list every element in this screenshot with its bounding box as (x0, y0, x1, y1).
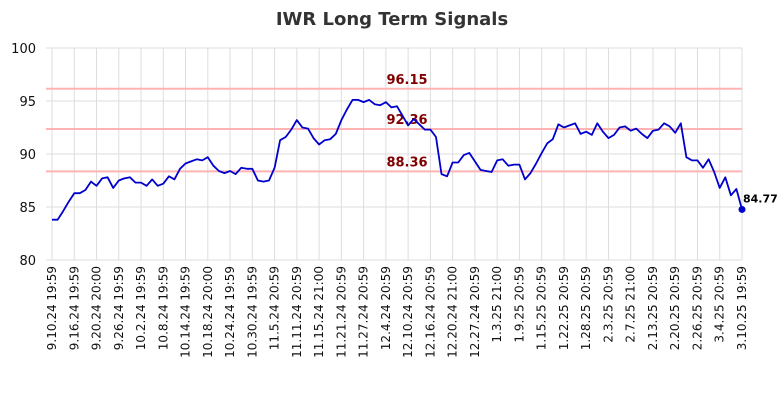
x-tick-label: 1.3.25 21:00 (490, 266, 504, 343)
x-tick-label: 10.30.24 19:59 (245, 266, 259, 358)
x-tick-label: 12.10.24 20:59 (401, 266, 415, 358)
x-tick-label: 2.13.25 20:59 (646, 266, 660, 350)
x-tick-label: 11.11.24 20:59 (290, 266, 304, 358)
signal-level-label: 96.15 (386, 73, 427, 88)
y-axis-ticks: 80 85 90 95 100 (11, 42, 36, 269)
y-tick-label: 90 (19, 148, 36, 163)
signal-level-label: 88.36 (386, 155, 427, 170)
x-tick-label: 1.15.25 20:59 (535, 266, 549, 350)
x-tick-label: 12.27.24 20:59 (468, 266, 482, 358)
x-tick-label: 2.7.25 21:00 (624, 266, 638, 343)
x-tick-label: 1.28.25 20:59 (579, 266, 593, 350)
x-tick-label: 2.26.25 20:59 (690, 266, 704, 350)
grid (46, 47, 743, 261)
x-tick-label: 10.14.24 19:59 (179, 266, 193, 358)
x-tick-label: 9.16.24 19:59 (67, 266, 81, 350)
x-axis-ticks: 9.10.24 19:59 9.16.24 19:59 9.20.24 20:00 9… (45, 266, 749, 358)
x-tick-label: 1.22.25 20:59 (557, 266, 571, 350)
y-tick-label: 80 (19, 254, 36, 269)
x-tick-label: 10.2.24 19:59 (134, 266, 148, 350)
series: 84.77 (52, 99, 778, 221)
x-tick-label: 9.10.24 19:59 (45, 266, 59, 350)
last-value-point (738, 205, 746, 213)
signal-levels: 96.15 92.36 88.36 (46, 73, 742, 173)
signal-level-label: 92.36 (386, 113, 427, 128)
y-tick-label: 100 (11, 42, 36, 57)
x-tick-label: 11.27.24 20:59 (357, 266, 371, 358)
x-tick-label: 10.24.24 19:59 (223, 266, 237, 358)
x-tick-label: 10.18.24 20:00 (201, 266, 215, 358)
last-value-label: 84.77 (743, 192, 778, 205)
x-tick-label: 12.20.24 21:00 (446, 266, 460, 358)
x-tick-label: 12.16.24 20:59 (423, 266, 437, 358)
x-tick-label: 9.26.24 19:59 (112, 266, 126, 350)
x-tick-label: 3.10.25 19:59 (735, 266, 749, 350)
chart-title: IWR Long Term Signals (276, 9, 508, 30)
x-tick-label: 11.15.24 21:00 (312, 266, 326, 358)
x-tick-label: 11.5.24 20:59 (268, 266, 282, 350)
price-line (52, 99, 743, 221)
x-tick-label: 2.20.25 20:59 (668, 266, 682, 350)
x-tick-label: 11.21.24 20:59 (334, 266, 348, 358)
x-tick-label: 2.3.25 20:59 (601, 266, 615, 343)
y-tick-label: 95 (19, 95, 36, 110)
x-tick-label: 3.4.25 20:59 (713, 266, 727, 343)
x-tick-label: 9.20.24 20:00 (90, 266, 104, 350)
x-tick-label: 10.8.24 19:59 (156, 266, 170, 350)
x-tick-label: 1.9.25 20:59 (512, 266, 526, 343)
y-tick-label: 85 (19, 201, 36, 216)
x-tick-label: 12.4.24 20:59 (379, 266, 393, 350)
